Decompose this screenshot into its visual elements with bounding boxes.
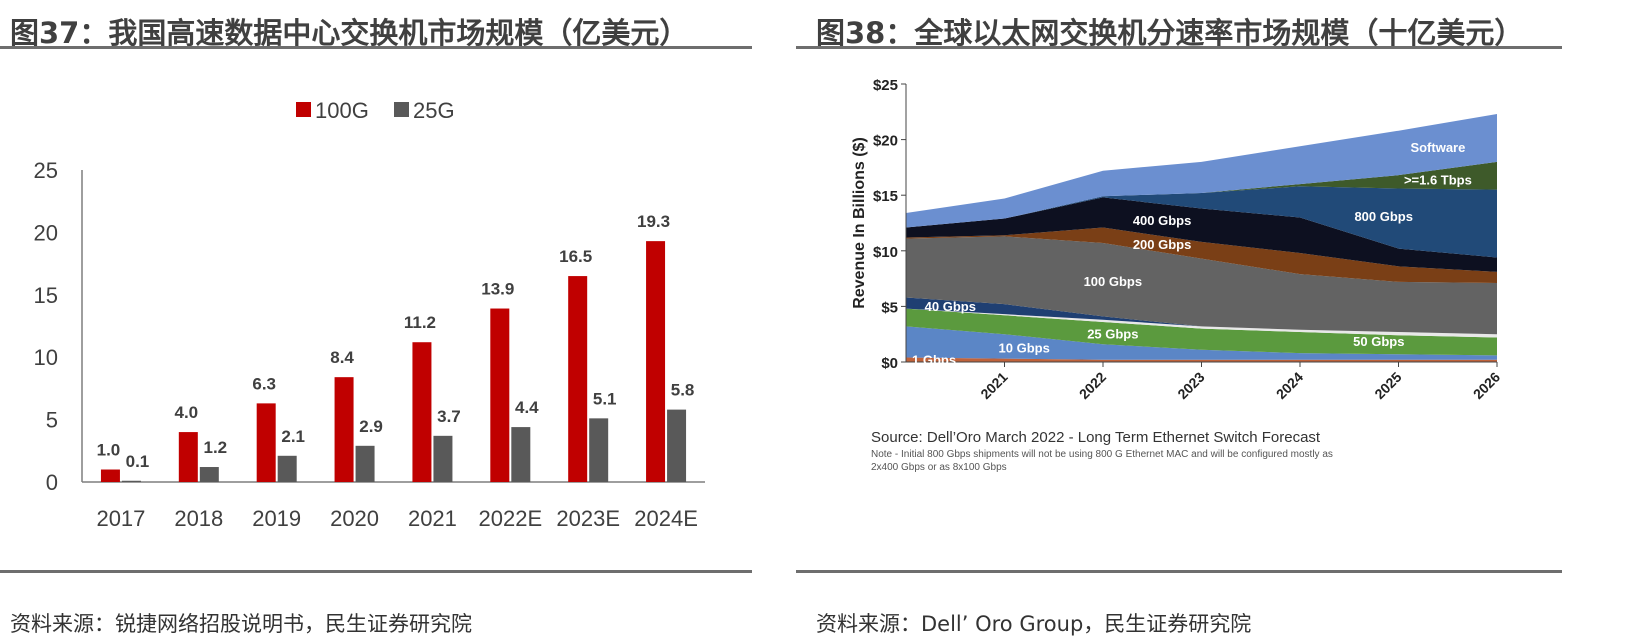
- data-label: 11.2: [404, 313, 436, 332]
- x-tick-label: 2025: [1371, 369, 1404, 402]
- figure-38-panel: 图38：全球以太网交换机分速率市场规模（十亿美元） $0 $5 $10 $15 $20 $…: [796, 0, 1638, 638]
- figure-38-title: 图38：全球以太网交换机分速率市场规模（十亿美元）: [816, 16, 1524, 50]
- x-tick-label: 2026: [1470, 369, 1503, 402]
- y-tick-label: $10: [873, 244, 898, 261]
- legend-swatch-25G: [394, 102, 409, 117]
- data-label: 4.0: [174, 403, 198, 422]
- area-100-gbps: [906, 236, 1497, 335]
- bar-100G: [412, 342, 432, 482]
- figure-37-title: 图37：我国高速数据中心交换机市场规模（亿美元）: [10, 16, 689, 50]
- area-chart: $0 $5 $10 $15 $20 $25 2021 2022 2023 2024 2025 2026…: [851, 77, 1503, 473]
- x-tick-label: 2024E: [634, 506, 698, 531]
- area-50-gbps: [906, 308, 1497, 338]
- bar-100G: [334, 377, 354, 482]
- y-tick-label: 10: [34, 345, 58, 370]
- x-tick-label: 2023E: [556, 506, 620, 531]
- figure-37-source: 资料来源：锐捷网络招股说明书，民生证券研究院: [10, 612, 472, 636]
- legend-label-100G: 100G: [315, 98, 369, 123]
- y-tick-label: 5: [46, 408, 58, 433]
- bar-25G: [199, 467, 219, 482]
- area-25-gbps: [906, 308, 1497, 356]
- legend-label-25G: 25G: [413, 98, 455, 123]
- data-label: 2.9: [359, 417, 383, 436]
- series-label: 50 Gbps: [1353, 334, 1404, 349]
- series-label: 40 Gbps: [925, 299, 976, 314]
- series-label: Software: [1410, 140, 1465, 155]
- figure-37-panel: 图37：我国高速数据中心交换机市场规模（亿美元） 0 5 10 15 20 25 2017 1…: [0, 0, 790, 638]
- data-label: 2.1: [281, 427, 305, 446]
- bar-100G: [646, 241, 666, 482]
- x-tick-label: 2022E: [479, 506, 543, 531]
- bar-100G: [256, 403, 276, 482]
- chart-source-line: Source: Dell’Oro March 2022 - Long Term …: [871, 429, 1321, 446]
- x-tick-label: 2020: [330, 506, 379, 531]
- area-400-gbps: [906, 197, 1497, 272]
- data-label: 5.1: [593, 389, 617, 408]
- area-200-gbps: [906, 227, 1497, 284]
- bar-25G: [433, 435, 453, 482]
- area-800-gbps: [906, 186, 1497, 258]
- series-label: 1 Gbps: [912, 352, 956, 367]
- bar-25G: [667, 409, 687, 482]
- y-tick-label: $20: [873, 133, 898, 150]
- bar-100G: [178, 432, 198, 482]
- series-label: 10 Gbps: [999, 341, 1050, 356]
- y-axis-title: Revenue In Billions ($): [851, 137, 868, 309]
- bar-100G: [490, 308, 510, 482]
- series-label: 25 Gbps: [1087, 327, 1138, 342]
- x-tick-label: 2024: [1273, 369, 1306, 402]
- title-rule: [0, 46, 752, 49]
- data-label: 3.7: [437, 407, 461, 426]
- series-label: >=1.6 Tbps: [1404, 172, 1472, 187]
- y-tick-label: 20: [34, 220, 58, 245]
- data-label: 5.8: [671, 381, 695, 400]
- source-rule: [796, 570, 1562, 573]
- area-software: [906, 114, 1497, 228]
- chart-note-line: Note - Initial 800 Gbps shipments will n…: [871, 449, 1333, 460]
- x-tick-label: 2023: [1174, 369, 1207, 402]
- data-label: 13.9: [481, 280, 514, 299]
- data-label: 6.3: [252, 374, 276, 393]
- bar-100G: [100, 469, 120, 482]
- x-tick-label: 2021: [977, 369, 1010, 402]
- x-tick-label: 2019: [252, 506, 301, 531]
- bar-25G: [277, 455, 297, 482]
- area-10-gbps: [906, 326, 1497, 360]
- data-label: 0.1: [126, 452, 150, 471]
- y-tick-label: 25: [34, 158, 58, 183]
- bar-25G: [355, 445, 375, 482]
- series-label: 800 Gbps: [1354, 209, 1413, 224]
- bar-25G: [589, 418, 609, 482]
- y-tick-label: $5: [881, 299, 898, 316]
- data-label: 8.4: [330, 348, 354, 367]
- x-tick-label: 2018: [174, 506, 223, 531]
- y-tick-label: $15: [873, 188, 898, 205]
- series-label: 200 Gbps: [1133, 237, 1192, 252]
- data-label: 1.0: [97, 441, 121, 460]
- data-label: 1.2: [203, 438, 227, 457]
- bar-100G: [568, 276, 588, 482]
- bar-25G: [121, 480, 141, 482]
- source-rule: [0, 570, 752, 573]
- data-label: 19.3: [637, 212, 670, 231]
- x-tick-label: 2017: [96, 506, 145, 531]
- legend-swatch-100G: [296, 102, 311, 117]
- bar-25G: [511, 427, 531, 482]
- x-tick-label: 2021: [408, 506, 457, 531]
- title-rule: [796, 46, 1562, 49]
- data-label: 16.5: [559, 247, 592, 266]
- series-label: 100 Gbps: [1084, 274, 1143, 289]
- y-tick-label: 15: [34, 283, 58, 308]
- series-label: 400 Gbps: [1133, 213, 1192, 228]
- y-tick-label: 0: [46, 470, 58, 495]
- y-tick-label: $25: [873, 77, 898, 94]
- bar-chart: 0 5 10 15 20 25 2017 1.0 0.1 2018 4.0 1.2 2019 6.3 2.1…: [34, 98, 705, 531]
- data-label: 4.4: [515, 398, 539, 417]
- x-tick-label: 2022: [1076, 369, 1109, 402]
- figure-38-source: 资料来源：Dell’ Oro Group，民生证券研究院: [816, 612, 1252, 636]
- y-tick-label: $0: [881, 355, 898, 372]
- chart-note-line: 2x400 Gbps or as 8x100 Gbps: [871, 462, 1007, 473]
